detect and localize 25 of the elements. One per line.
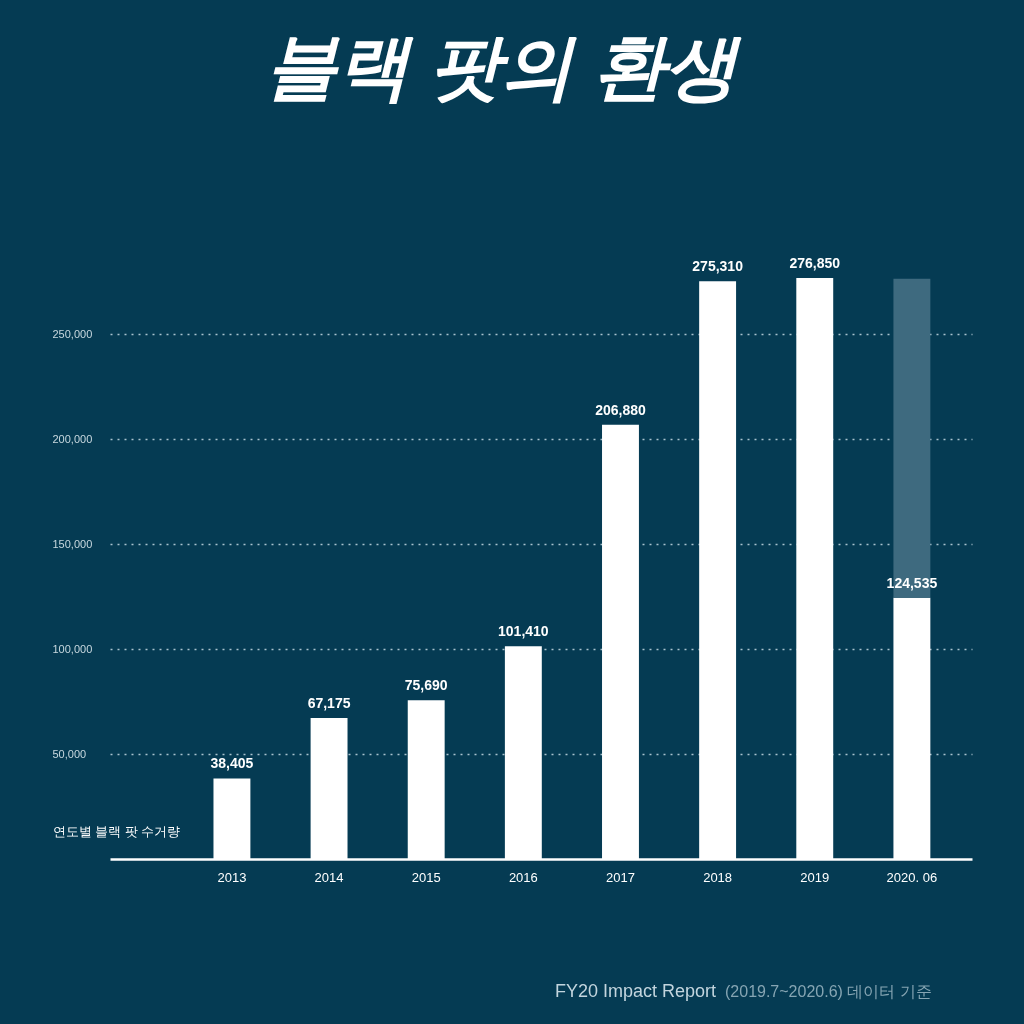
x-tick-label: 2016 <box>508 869 538 885</box>
x-tick-label: 2019 <box>800 869 830 885</box>
data-label: 75,690 <box>404 677 448 694</box>
x-tick-label: 2017 <box>606 869 635 885</box>
x-tick-label: 2014 <box>314 869 344 885</box>
data-label: 101,410 <box>498 623 549 640</box>
text: FY20 Impact Report <box>554 981 716 1001</box>
x-tick-label: 2020. 06 <box>886 869 938 885</box>
x-tick-label: 2013 <box>217 869 247 885</box>
data-label: 275,310 <box>692 258 744 275</box>
y-tick-label: 250,000 <box>52 327 93 340</box>
y-tick-label: 200,000 <box>52 432 93 445</box>
data-label: 67,175 <box>307 695 351 712</box>
y-tick-label: 100,000 <box>52 642 93 655</box>
data-label: 124,535 <box>886 574 938 591</box>
y-tick-label: 50,000 <box>52 747 87 760</box>
text: (2019.7~2020.6) 데이터 기준 <box>725 983 932 1000</box>
x-tick-label: 2018 <box>703 869 733 885</box>
data-label: 206,880 <box>595 401 646 418</box>
chart-title: 블랙 팟의 환생 <box>264 27 742 107</box>
y-tick-label: 150,000 <box>52 537 93 550</box>
data-label: 276,850 <box>789 255 841 271</box>
data-label: 38,405 <box>210 755 254 772</box>
x-tick-label: 2015 <box>411 869 441 885</box>
y-axis-title: 연도별 블랙 팟 수거량 <box>52 823 181 839</box>
